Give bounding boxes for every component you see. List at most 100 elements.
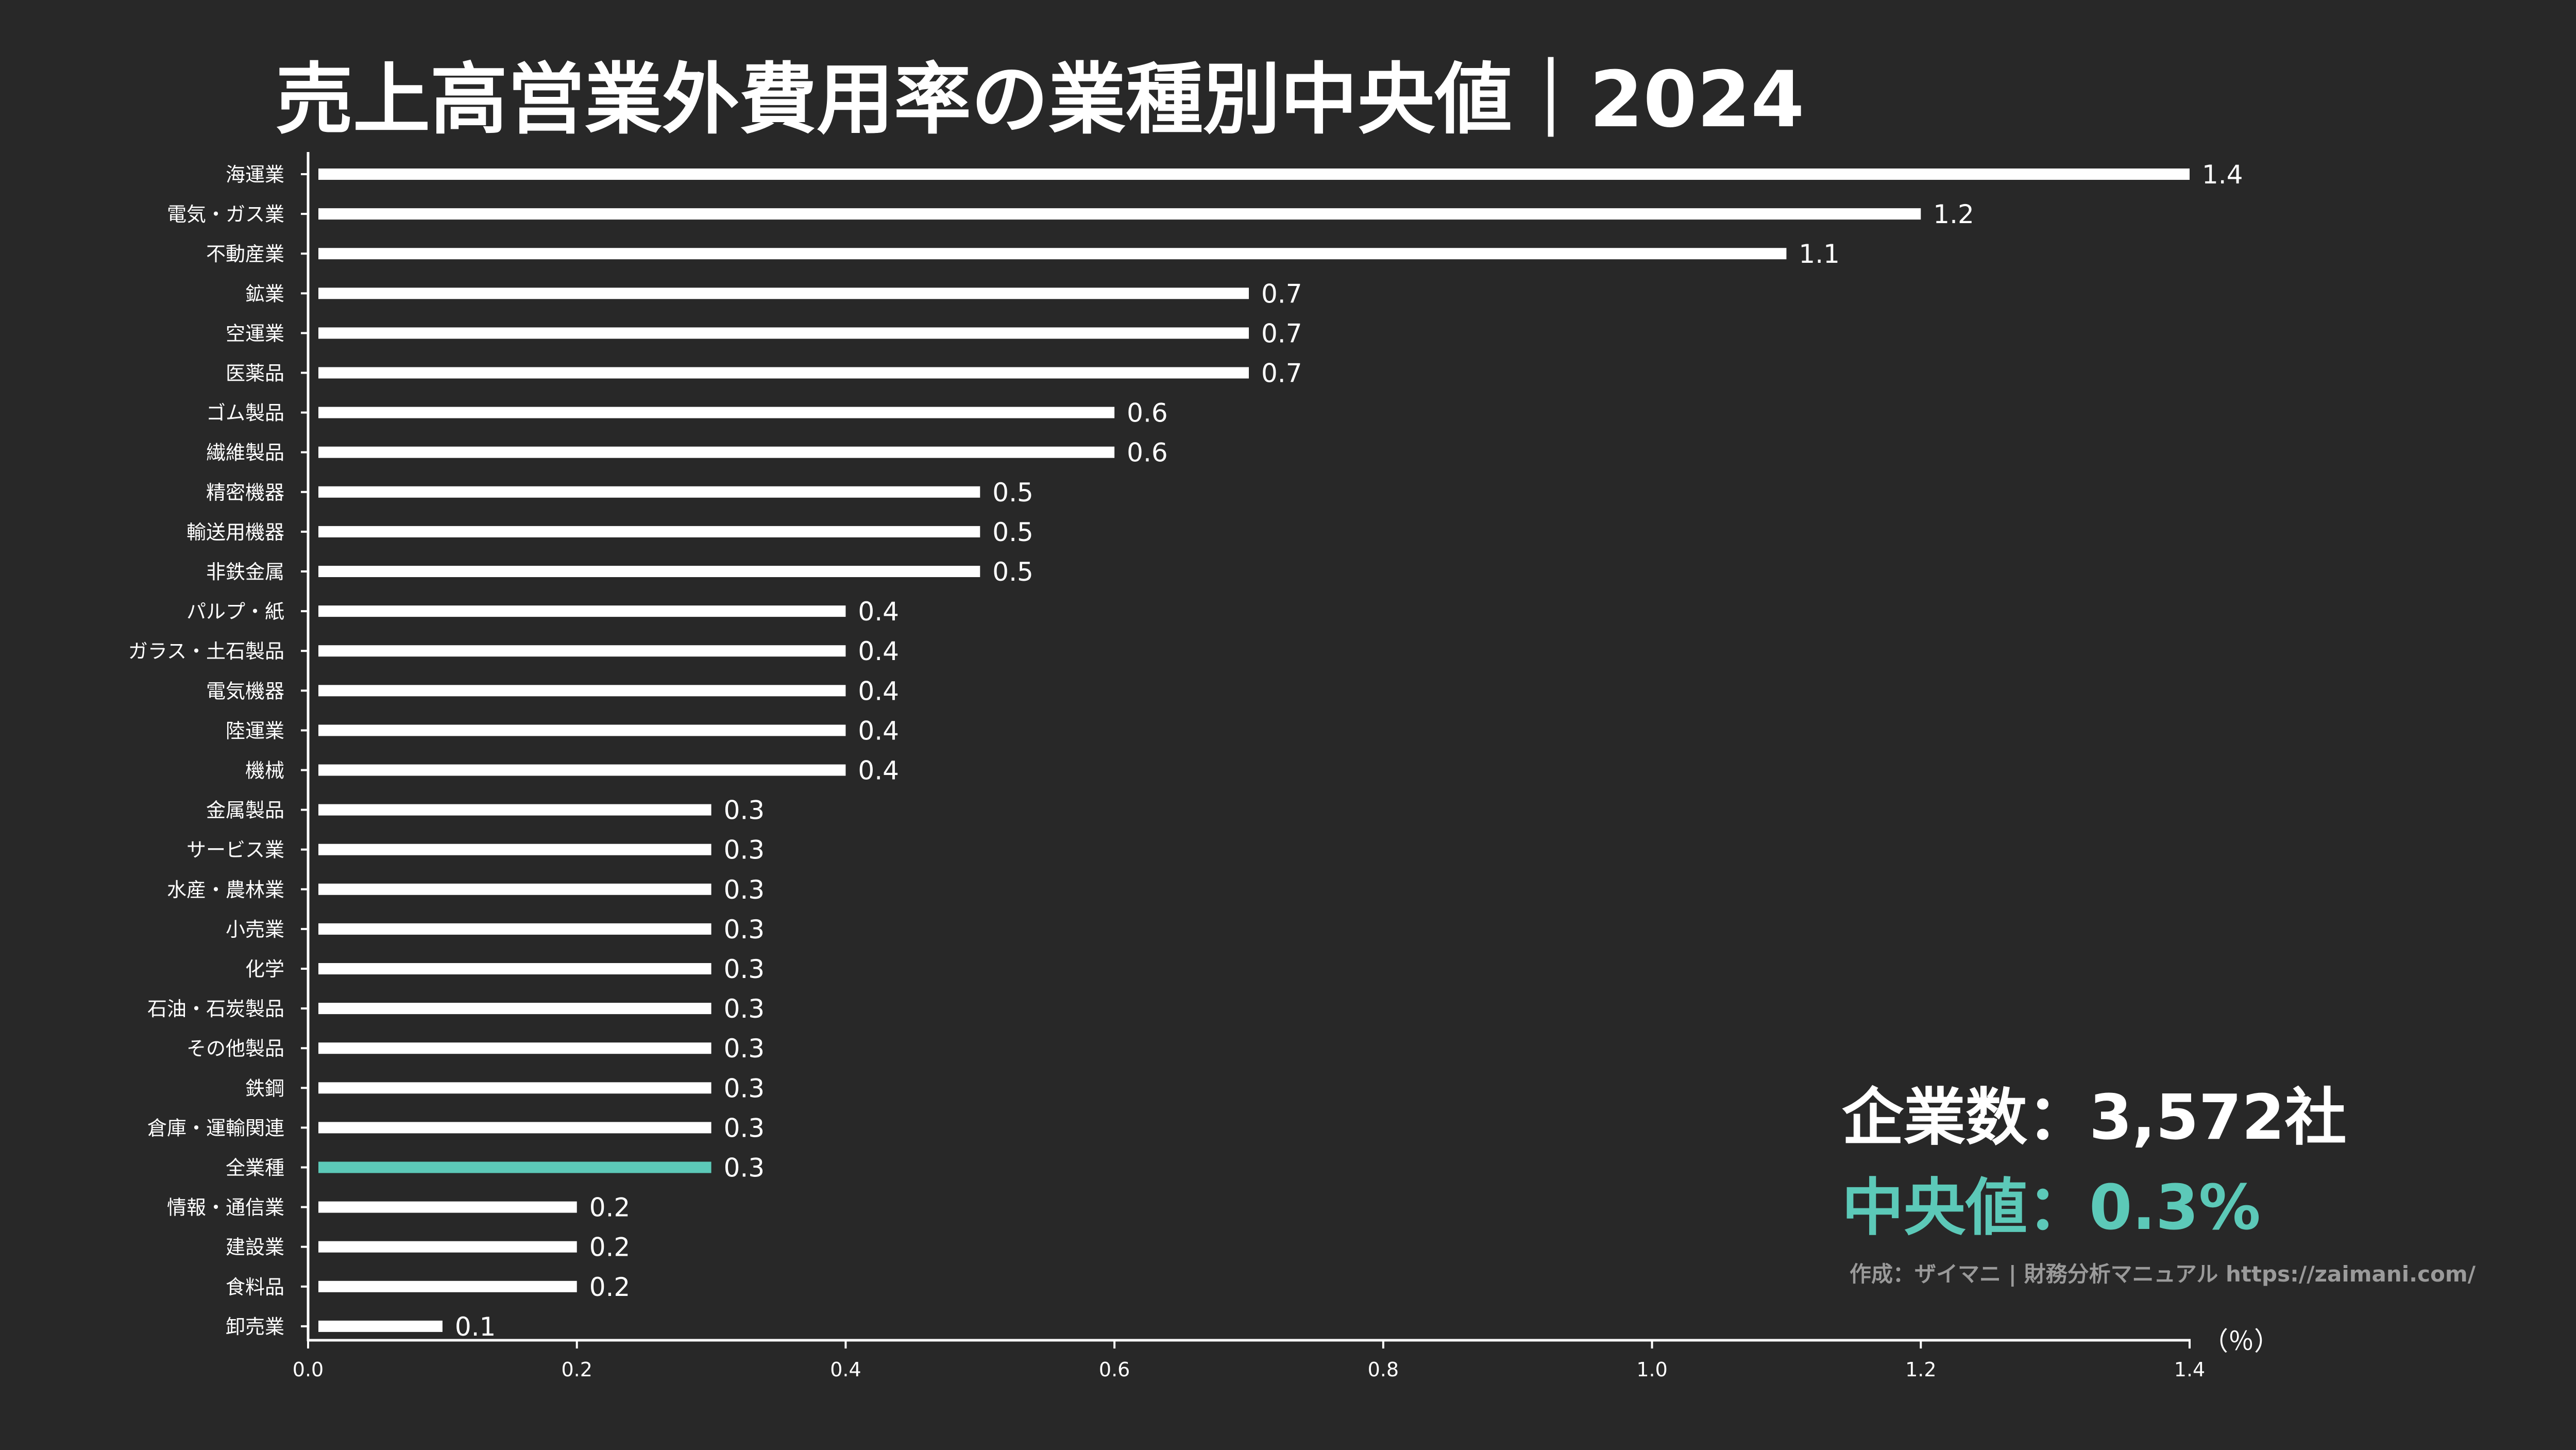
value-label: 0.4 bbox=[858, 756, 899, 786]
x-axis-unit-label: （％） bbox=[2202, 1326, 2280, 1356]
x-tick-label: 0.8 bbox=[1368, 1358, 1399, 1381]
value-label: 0.5 bbox=[992, 557, 1033, 587]
x-tick-label: 0.2 bbox=[561, 1358, 592, 1381]
bar bbox=[318, 685, 846, 697]
category-label: ゴム製品 bbox=[206, 402, 284, 425]
bar bbox=[318, 1082, 711, 1094]
bar bbox=[318, 208, 1921, 220]
category-label: 卸売業 bbox=[226, 1316, 284, 1338]
bar bbox=[318, 168, 2190, 180]
value-label: 0.4 bbox=[858, 716, 899, 746]
bar bbox=[318, 645, 846, 657]
company-count-label: 企業数：3,572社 bbox=[1842, 1082, 2347, 1154]
category-label: 鉄鋼 bbox=[245, 1077, 284, 1100]
bar bbox=[318, 248, 1787, 260]
category-label: 輸送用機器 bbox=[187, 521, 284, 544]
bar bbox=[318, 1241, 577, 1253]
median-label: 中央値：0.3% bbox=[1842, 1172, 2261, 1244]
value-label: 1.1 bbox=[1799, 239, 1840, 269]
bar bbox=[318, 1042, 711, 1054]
category-label: ガラス・土石製品 bbox=[128, 640, 284, 663]
category-label: 医薬品 bbox=[226, 362, 284, 385]
x-tick-label: 1.0 bbox=[1636, 1358, 1667, 1381]
value-label: 0.3 bbox=[724, 796, 765, 825]
x-tick-label: 0.4 bbox=[830, 1358, 861, 1381]
category-label: 非鉄金属 bbox=[206, 561, 284, 583]
bar bbox=[318, 407, 1115, 418]
value-label: 0.3 bbox=[724, 915, 765, 945]
value-label: 0.7 bbox=[1261, 318, 1302, 348]
category-label: 建設業 bbox=[226, 1236, 284, 1259]
bar bbox=[318, 804, 711, 816]
value-label: 1.2 bbox=[1933, 199, 1974, 229]
value-label: 0.5 bbox=[992, 517, 1033, 547]
category-label: パルプ・紙 bbox=[187, 600, 284, 623]
value-label: 0.3 bbox=[724, 875, 765, 905]
value-label: 0.5 bbox=[992, 478, 1033, 508]
value-label: 0.7 bbox=[1261, 279, 1302, 309]
category-label: 石油・石炭製品 bbox=[147, 998, 284, 1020]
category-label: サービス業 bbox=[187, 839, 284, 862]
category-label: 水産・農林業 bbox=[167, 879, 284, 901]
axes: 0.0 0.2 0.4 0.6 0.8 1.0 1.2 1.4 bbox=[293, 152, 2205, 1381]
category-label: 電気機器 bbox=[206, 680, 284, 702]
bar bbox=[318, 1320, 443, 1332]
category-label: 電気・ガス業 bbox=[167, 203, 284, 226]
value-label: 0.4 bbox=[858, 636, 899, 666]
category-label: 化学 bbox=[245, 958, 284, 981]
category-label: 食料品 bbox=[226, 1276, 284, 1299]
bar bbox=[318, 566, 980, 577]
category-label: 不動産業 bbox=[206, 243, 284, 265]
category-label: 小売業 bbox=[226, 918, 284, 941]
bar bbox=[318, 526, 980, 537]
value-label: 0.3 bbox=[724, 994, 765, 1024]
value-label: 0.6 bbox=[1127, 398, 1168, 428]
value-label: 0.3 bbox=[724, 1073, 765, 1103]
value-label: 0.3 bbox=[724, 954, 765, 984]
bar bbox=[318, 883, 711, 895]
bar bbox=[318, 923, 711, 935]
category-label: 陸運業 bbox=[226, 719, 284, 742]
value-label: 0.2 bbox=[589, 1233, 631, 1262]
bar bbox=[318, 1201, 577, 1213]
value-label: 0.3 bbox=[724, 835, 765, 865]
category-label: 倉庫・運輸関連 bbox=[147, 1117, 284, 1139]
value-label: 0.4 bbox=[858, 597, 899, 627]
bar bbox=[318, 605, 846, 617]
value-label: 0.6 bbox=[1127, 438, 1168, 468]
value-label: 0.4 bbox=[858, 676, 899, 706]
category-label: 繊維製品 bbox=[206, 442, 284, 464]
value-label: 1.4 bbox=[2202, 160, 2243, 190]
bar bbox=[318, 1122, 711, 1134]
category-label: 全業種 bbox=[226, 1157, 284, 1179]
x-tick-label: 0.0 bbox=[293, 1358, 324, 1381]
value-label: 0.1 bbox=[455, 1312, 496, 1342]
bar bbox=[318, 446, 1115, 458]
value-label: 0.3 bbox=[724, 1153, 765, 1183]
category-label: 鉱業 bbox=[245, 282, 284, 305]
value-label: 0.2 bbox=[589, 1272, 631, 1302]
category-label: 機械 bbox=[245, 760, 284, 782]
value-label: 0.2 bbox=[589, 1193, 631, 1223]
bar bbox=[318, 764, 846, 776]
credit-label: 作成：ザイマニ | 財務分析マニュアル https://zaimani.com/ bbox=[1850, 1261, 2476, 1287]
value-label: 0.3 bbox=[724, 1034, 765, 1064]
bar bbox=[318, 1280, 577, 1292]
chart-title: 売上高営業外費用率の業種別中央値｜2024 bbox=[276, 55, 1804, 145]
value-label: 0.7 bbox=[1261, 359, 1302, 389]
category-label: 情報・通信業 bbox=[167, 1196, 284, 1219]
category-label: 精密機器 bbox=[206, 481, 284, 504]
x-tick-label: 0.6 bbox=[1099, 1358, 1130, 1381]
bar bbox=[318, 844, 711, 855]
bar bbox=[318, 327, 1249, 339]
x-tick-label: 1.4 bbox=[2174, 1358, 2205, 1381]
bar bbox=[318, 963, 711, 974]
category-label: 空運業 bbox=[226, 322, 284, 345]
bar bbox=[318, 1161, 711, 1173]
value-label: 0.3 bbox=[724, 1113, 765, 1143]
category-label: 海運業 bbox=[226, 163, 284, 186]
bar bbox=[318, 367, 1249, 379]
bar bbox=[318, 724, 846, 736]
bar bbox=[318, 288, 1249, 299]
